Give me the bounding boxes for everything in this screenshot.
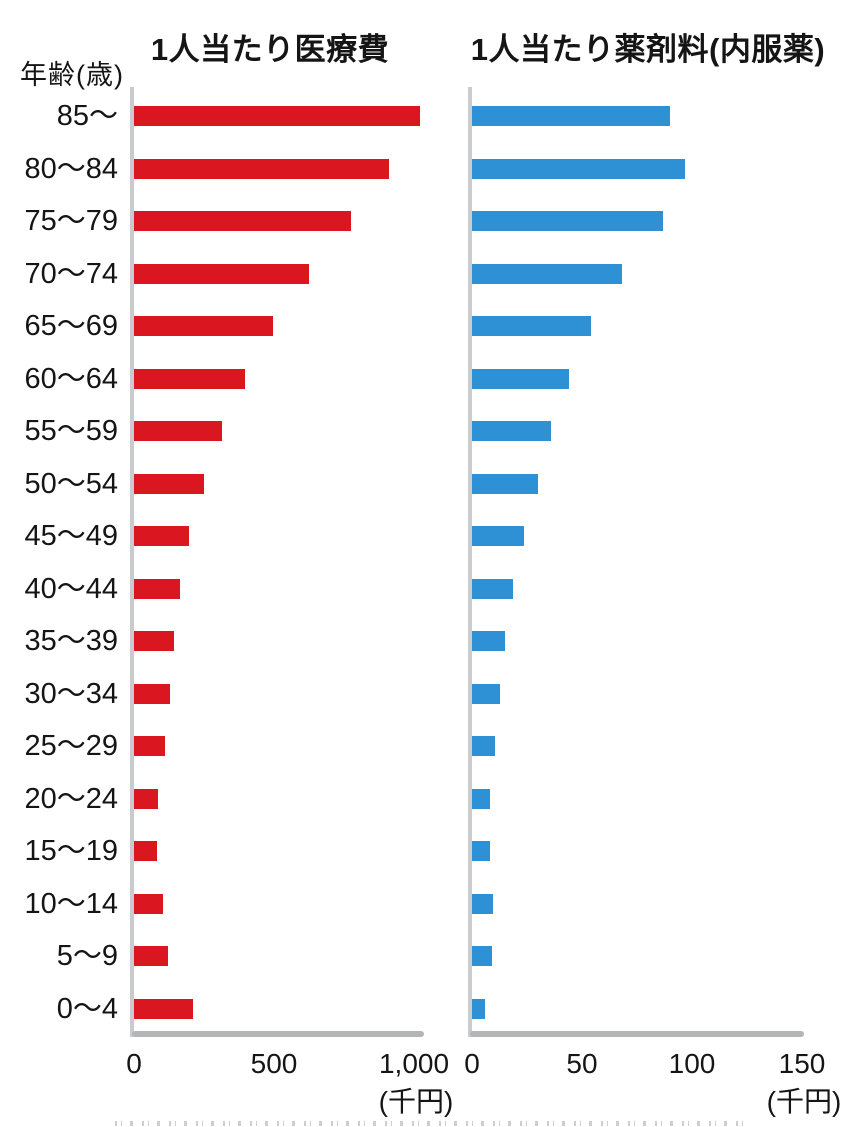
- x-tick-label-100: 100: [668, 1048, 716, 1079]
- bar-55〜59: [472, 421, 552, 441]
- bar-15〜19: [472, 841, 490, 861]
- x-tick-label-0: 0: [464, 1048, 480, 1079]
- bar-75〜79: [134, 211, 351, 231]
- bar-40〜44: [472, 578, 513, 599]
- bar-85〜: [472, 106, 670, 126]
- category-label-row-11: 30〜34: [24, 677, 118, 710]
- category-label-row-7: 50〜54: [24, 467, 118, 500]
- bar-80〜84: [472, 158, 686, 179]
- value-axis-line: [132, 1031, 424, 1037]
- x-tick-label-500: 500: [250, 1048, 298, 1079]
- category-label-row-5: 60〜64: [24, 362, 118, 395]
- category-label-row-4: 65〜69: [24, 310, 118, 342]
- axis-unit-label: (千円): [378, 1086, 454, 1117]
- bar-55〜59: [134, 421, 223, 441]
- bar-70〜74: [134, 263, 309, 284]
- bar-50〜54: [134, 473, 204, 494]
- bar-75〜79: [472, 211, 664, 231]
- category-label-row-15: 10〜14: [24, 887, 118, 920]
- bar-35〜39: [472, 631, 505, 651]
- bar-80〜84: [134, 158, 389, 179]
- clipped-caption-remnant: [115, 1121, 745, 1126]
- category-label-row-0: 85〜: [56, 100, 118, 132]
- x-tick-label-1,000: 1,000: [378, 1048, 450, 1079]
- bar-0〜4: [134, 998, 193, 1019]
- bar-10〜14: [134, 893, 163, 914]
- bar-60〜64: [472, 368, 569, 389]
- value-axis-zero-line: [130, 87, 134, 1037]
- bar-20〜24: [134, 788, 158, 809]
- left-chart-title: 1人当たり医療費: [150, 32, 390, 67]
- bar-45〜49: [134, 526, 190, 546]
- category-label-row-9: 40〜44: [24, 572, 118, 605]
- x-tick-label-0: 0: [126, 1048, 142, 1079]
- category-label-row-2: 75〜79: [24, 205, 118, 237]
- bar-65〜69: [134, 316, 273, 336]
- bar-25〜29: [472, 736, 496, 756]
- bar-60〜64: [134, 368, 245, 389]
- bar-35〜39: [134, 631, 175, 651]
- bar-5〜9: [134, 946, 168, 966]
- category-label-row-12: 25〜29: [24, 730, 118, 762]
- bar-45〜49: [472, 526, 524, 546]
- value-axis-zero-line: [468, 87, 472, 1037]
- category-label-row-1: 80〜84: [24, 152, 118, 185]
- axis-unit-label: (千円): [766, 1086, 842, 1117]
- bar-0〜4: [472, 998, 486, 1019]
- bar-70〜74: [472, 263, 622, 284]
- bar-65〜69: [472, 316, 591, 336]
- bar-30〜34: [472, 683, 500, 704]
- category-label-row-3: 70〜74: [24, 257, 118, 290]
- x-tick-label-150: 150: [778, 1048, 826, 1079]
- bar-15〜19: [134, 841, 157, 861]
- right-chart-title: 1人当たり薬剤料(内服薬): [470, 32, 826, 67]
- bar-85〜: [134, 106, 420, 126]
- category-label-row-17: 0〜4: [56, 992, 118, 1025]
- bar-40〜44: [134, 578, 181, 599]
- bar-30〜34: [134, 683, 170, 704]
- category-label-row-14: 15〜19: [24, 835, 118, 867]
- value-axis-line: [470, 1031, 804, 1037]
- category-label-row-16: 5〜9: [56, 940, 118, 972]
- category-label-row-13: 20〜24: [24, 782, 118, 815]
- bar-10〜14: [472, 893, 493, 914]
- category-label-row-10: 35〜39: [24, 625, 118, 657]
- category-label-row-8: 45〜49: [24, 520, 118, 552]
- age-axis-label: 年齢(歳): [20, 60, 124, 90]
- bar-25〜29: [134, 736, 165, 756]
- bar-20〜24: [472, 788, 490, 809]
- category-label-row-6: 55〜59: [24, 415, 118, 447]
- bar-5〜9: [472, 946, 492, 966]
- bar-50〜54: [472, 473, 538, 494]
- x-tick-label-50: 50: [566, 1048, 598, 1079]
